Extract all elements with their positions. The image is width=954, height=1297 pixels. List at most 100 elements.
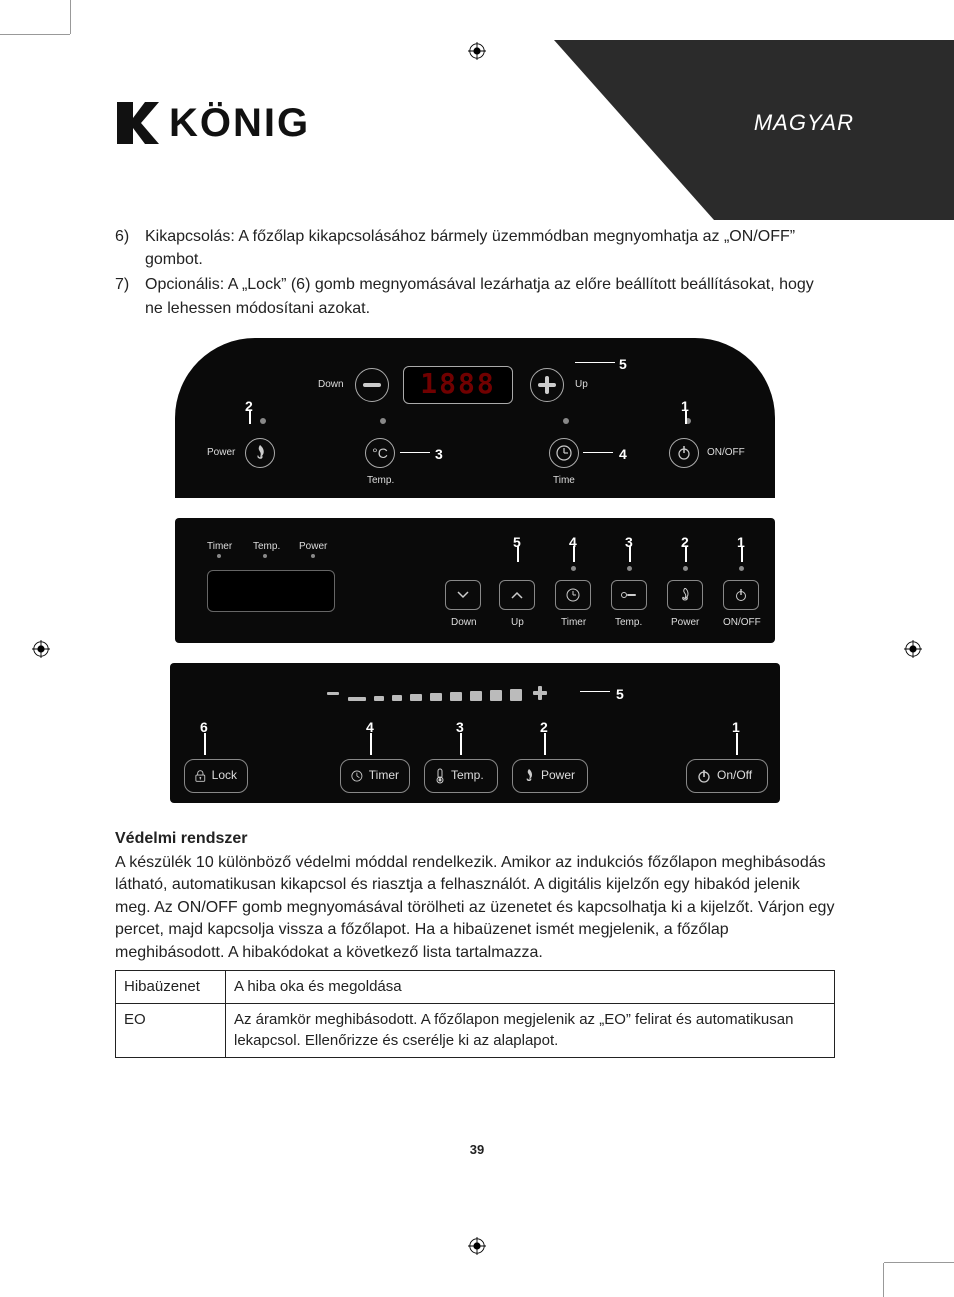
- control-panel-3: 5 6 4 3 2 1 Lock Timer Temp.: [170, 663, 780, 803]
- power-label: Power: [207, 446, 235, 461]
- flame-icon: [679, 588, 691, 602]
- temp-button[interactable]: Temp.: [424, 759, 498, 793]
- instruction-list: 6) Kikapcsolás: A főzőlap kikapcsolásáho…: [115, 225, 835, 320]
- clock-icon: [566, 588, 580, 602]
- error-table: Hibaüzenet A hiba oka és megoldása EO Az…: [115, 970, 835, 1058]
- reg-mark-bottom: [468, 1237, 486, 1255]
- page-content: 6) Kikapcsolás: A főzőlap kikapcsolásáho…: [115, 225, 835, 1058]
- power-label: Power: [671, 616, 699, 631]
- lock-icon: [195, 769, 206, 783]
- power-indicator-label: Power: [299, 540, 327, 555]
- table-header: A hiba oka és megoldása: [226, 970, 835, 1003]
- power-label: Power: [541, 767, 575, 784]
- callout-5: 5: [616, 684, 624, 704]
- power-button[interactable]: [667, 580, 703, 610]
- crop-line: [884, 1262, 954, 1263]
- brand-logo: KÖNIG: [115, 100, 310, 146]
- level-segment: [374, 696, 384, 701]
- chevron-up-icon: [511, 591, 523, 599]
- up-label: Up: [511, 616, 524, 631]
- timer-indicator-label: Timer: [207, 540, 232, 555]
- list-number: 7): [115, 273, 145, 319]
- crop-line: [0, 34, 70, 35]
- table-row: Hibaüzenet A hiba oka és megoldása: [116, 970, 835, 1003]
- language-label: MAGYAR: [754, 110, 854, 136]
- display-value: 1888: [420, 364, 495, 405]
- up-button[interactable]: [499, 580, 535, 610]
- onoff-label: ON/OFF: [707, 446, 745, 461]
- up-label: Up: [575, 378, 588, 393]
- temp-label: Temp.: [367, 474, 394, 489]
- reg-mark-left: [32, 640, 50, 658]
- onoff-label: ON/OFF: [723, 616, 761, 631]
- power-icon: [697, 769, 711, 783]
- plus-icon: [532, 685, 548, 701]
- control-panel-1: 5 Down 1888 Up 2 1: [175, 338, 775, 498]
- level-segment: [430, 693, 442, 701]
- level-indicator: [326, 685, 548, 701]
- power-button[interactable]: Power: [512, 759, 588, 793]
- callout-3: 3: [435, 444, 443, 464]
- timer-button[interactable]: Timer: [340, 759, 410, 793]
- down-button[interactable]: [445, 580, 481, 610]
- callout-4: 4: [619, 444, 627, 464]
- temp-indicator-label: Temp.: [253, 540, 280, 555]
- flame-icon: [253, 445, 267, 461]
- timer-button[interactable]: [555, 580, 591, 610]
- onoff-button[interactable]: [723, 580, 759, 610]
- temp-label: Temp.: [615, 616, 642, 631]
- lock-label: Lock: [212, 767, 237, 784]
- down-button[interactable]: [355, 368, 389, 402]
- protection-body: A készülék 10 különböző védelmi móddal r…: [115, 852, 835, 964]
- power-icon: [735, 589, 747, 601]
- callout-5: 5: [619, 354, 627, 374]
- minus-icon: [326, 686, 340, 700]
- onoff-button[interactable]: On/Off: [686, 759, 768, 793]
- level-segment: [450, 692, 462, 701]
- time-button[interactable]: [549, 438, 579, 468]
- flame-icon: [523, 769, 535, 783]
- clock-icon: [351, 769, 363, 783]
- lock-button[interactable]: Lock: [184, 759, 248, 793]
- digital-display: 1888: [403, 366, 513, 404]
- temp-button[interactable]: °C: [365, 438, 395, 468]
- timer-label: Timer: [561, 616, 586, 631]
- down-label: Down: [451, 616, 477, 631]
- list-text: Opcionális: A „Lock” (6) gomb megnyomásá…: [145, 273, 835, 319]
- temp-button[interactable]: [611, 580, 647, 610]
- up-button[interactable]: [530, 368, 564, 402]
- down-label: Down: [318, 378, 344, 393]
- temp-label: Temp.: [451, 767, 484, 784]
- clock-icon: [556, 445, 572, 461]
- error-desc: Az áramkör meghibásodott. A főzőlapon me…: [226, 1003, 835, 1058]
- celsius-icon: °C: [372, 443, 388, 463]
- level-segment: [392, 695, 402, 701]
- list-item: 7) Opcionális: A „Lock” (6) gomb megnyom…: [115, 273, 835, 319]
- table-header: Hibaüzenet: [116, 970, 226, 1003]
- level-segment: [348, 697, 366, 701]
- time-label: Time: [553, 474, 575, 489]
- page-number: 39: [0, 1142, 954, 1157]
- list-item: 6) Kikapcsolás: A főzőlap kikapcsolásáho…: [115, 225, 835, 271]
- digital-display: [207, 570, 335, 612]
- chevron-down-icon: [457, 591, 469, 599]
- timer-label: Timer: [369, 767, 399, 784]
- reg-mark-top: [468, 42, 486, 60]
- error-code: EO: [116, 1003, 226, 1058]
- temp-icon: [621, 590, 637, 600]
- list-number: 6): [115, 225, 145, 271]
- level-segment: [410, 694, 422, 701]
- list-text: Kikapcsolás: A főzőlap kikapcsolásához b…: [145, 225, 835, 271]
- onoff-button[interactable]: [669, 438, 699, 468]
- level-segment: [510, 689, 522, 701]
- power-button[interactable]: [245, 438, 275, 468]
- level-segment: [490, 690, 502, 701]
- onoff-label: On/Off: [717, 767, 752, 784]
- table-row: EO Az áramkör meghibásodott. A főzőlapon…: [116, 1003, 835, 1058]
- reg-mark-right: [904, 640, 922, 658]
- crop-line: [883, 1263, 884, 1297]
- brand-name: KÖNIG: [169, 101, 310, 146]
- logo-mark-icon: [115, 100, 161, 146]
- thermometer-icon: [435, 768, 445, 784]
- protection-title: Védelmi rendszer: [115, 827, 835, 850]
